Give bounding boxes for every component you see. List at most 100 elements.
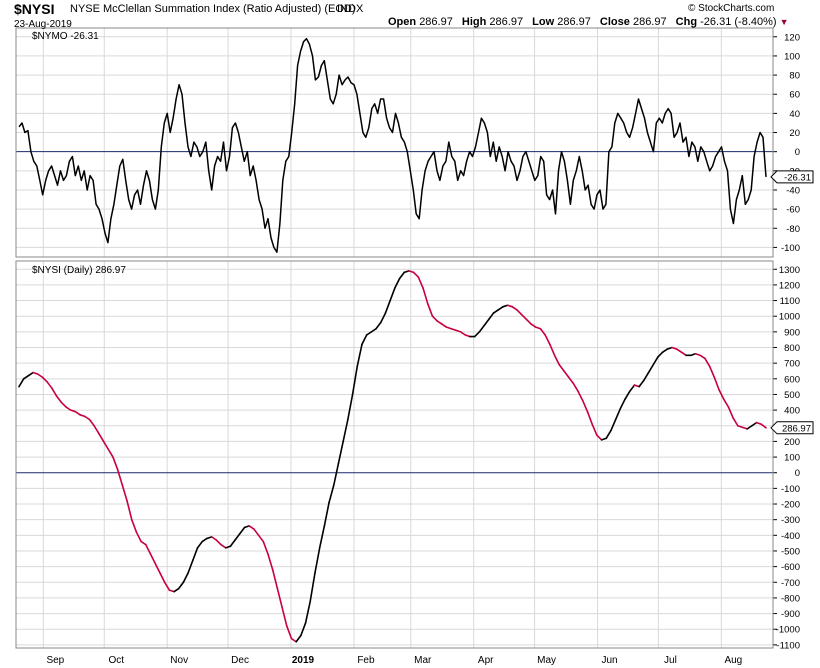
nysi-series-segment: [563, 370, 570, 379]
nysi-series-segment: [41, 376, 48, 383]
y-tick-label: 100: [784, 453, 800, 464]
nysi-series-segment: [403, 270, 410, 274]
nysi-series-segment: [215, 539, 222, 546]
nysi-series-segment: [497, 306, 504, 311]
x-tick-label: Oct: [108, 655, 124, 666]
x-tick-label: May: [537, 655, 556, 666]
nysi-series-segment: [192, 547, 199, 562]
nysi-series-segment: [102, 440, 110, 451]
nysi-series-segment: [159, 572, 166, 584]
low-value: 286.97: [557, 16, 591, 28]
nysi-series-segment: [690, 352, 697, 357]
nysi-series-segment: [135, 531, 142, 543]
nysi-series-segment: [98, 432, 105, 443]
nysi-series-segment: [389, 287, 396, 302]
nysi-series-segment: [177, 581, 185, 590]
nysi-series-segment: [516, 309, 523, 316]
x-tick-label: Dec: [231, 655, 249, 666]
nysi-series-segment: [314, 547, 321, 574]
x-tick-label: Mar: [414, 655, 432, 666]
nysi-series-segment: [600, 437, 608, 441]
nysi-series-segment: [506, 304, 514, 308]
y-tick-label: 40: [789, 109, 800, 120]
nysi-series-segment: [445, 326, 453, 330]
nysi-series-segment: [210, 536, 218, 541]
y-tick-label: -40: [786, 185, 800, 196]
open-label: Open: [388, 16, 417, 28]
nysi-series-segment: [27, 371, 34, 377]
y-tick-label: 80: [789, 71, 800, 82]
nysi-series-segment: [116, 468, 124, 487]
nysi-series-segment: [318, 525, 326, 549]
nysi-series-segment: [332, 462, 340, 487]
y-tick-label: -600: [781, 562, 800, 573]
nysi-series-segment: [760, 423, 767, 429]
y-tick-label: -200: [781, 500, 800, 511]
nysi-series-segment: [281, 606, 288, 627]
nysi-series-segment: [708, 365, 716, 379]
close-label: Close: [599, 16, 630, 28]
nysi-series-segment: [36, 373, 44, 379]
nysi-series-segment: [441, 323, 448, 328]
x-tick-label: Sep: [46, 655, 64, 666]
nysi-series-segment: [361, 334, 368, 346]
y-tick-label: 200: [784, 437, 800, 448]
nysi-series-segment: [722, 398, 730, 408]
chart-title: NYSE McClellan Summation Index (Ratio Ad…: [70, 3, 356, 15]
nysi-series-segment: [276, 587, 283, 609]
nysi-series-segment: [394, 277, 401, 289]
x-tick-label: Nov: [170, 655, 188, 666]
nysi-series-segment: [483, 318, 490, 327]
ohlc-bar: Open 286.97 High 286.97 Low 286.97 Close…: [388, 16, 789, 28]
nysi-series-segment: [426, 302, 434, 318]
y-tick-label: -900: [781, 609, 800, 620]
nysi-series-segment: [520, 313, 528, 321]
nysi-series-segment: [182, 572, 189, 584]
nysi-series-segment: [408, 270, 415, 274]
nysi-series-segment: [121, 484, 128, 502]
nysi-series-segment: [248, 525, 255, 530]
nysi-series-segment: [431, 315, 438, 322]
nysi-series-segment: [643, 371, 650, 382]
nysi-series-segment: [492, 309, 500, 314]
y-tick-label: 800: [784, 343, 800, 354]
nysi-series-segment: [46, 381, 53, 390]
nysi-series-segment: [511, 306, 518, 311]
low-label: Low: [532, 16, 555, 28]
y-tick-label: 1200: [779, 280, 800, 291]
nysi-series-segment: [704, 357, 711, 368]
nysi-series-segment: [347, 393, 354, 421]
nysi-series-segment: [149, 553, 157, 565]
nysi-series-segment: [675, 348, 683, 354]
nysi-series-segment: [488, 312, 495, 321]
nysi-series-segment: [323, 501, 330, 527]
nysi-series-segment: [628, 384, 636, 393]
y-tick-label: -500: [781, 546, 800, 557]
x-tick-label: Apr: [478, 655, 494, 666]
symbol-label: $NYSI: [14, 1, 55, 17]
open-value: 286.97: [419, 16, 453, 28]
nysi-series-segment: [718, 388, 725, 400]
nysi-series-segment: [229, 539, 236, 548]
y-tick-label: 400: [784, 406, 800, 417]
y-tick-label: 0: [795, 468, 800, 479]
nysi-series-segment: [455, 329, 462, 333]
nysi-series-segment: [173, 587, 180, 593]
last-value-badge: [770, 170, 814, 184]
nysi-series-segment: [351, 365, 359, 396]
nysi-series-segment: [459, 331, 467, 336]
nysi-series-segment: [633, 384, 640, 388]
nysi-series-segment: [549, 343, 556, 357]
nysi-series-segment: [328, 484, 335, 504]
nysi-series-segment: [755, 421, 763, 425]
y-tick-label: 100: [784, 51, 800, 62]
nysi-series-segment: [647, 363, 655, 374]
nysi-series-segment: [417, 276, 424, 289]
nysi-series-segment: [464, 334, 471, 338]
nysi-series-segment: [558, 363, 565, 372]
nysi-series-segment: [107, 448, 114, 458]
nysi-series-segment: [502, 304, 509, 308]
nysi-series-segment: [309, 572, 316, 602]
nysi-series-segment: [422, 287, 429, 305]
